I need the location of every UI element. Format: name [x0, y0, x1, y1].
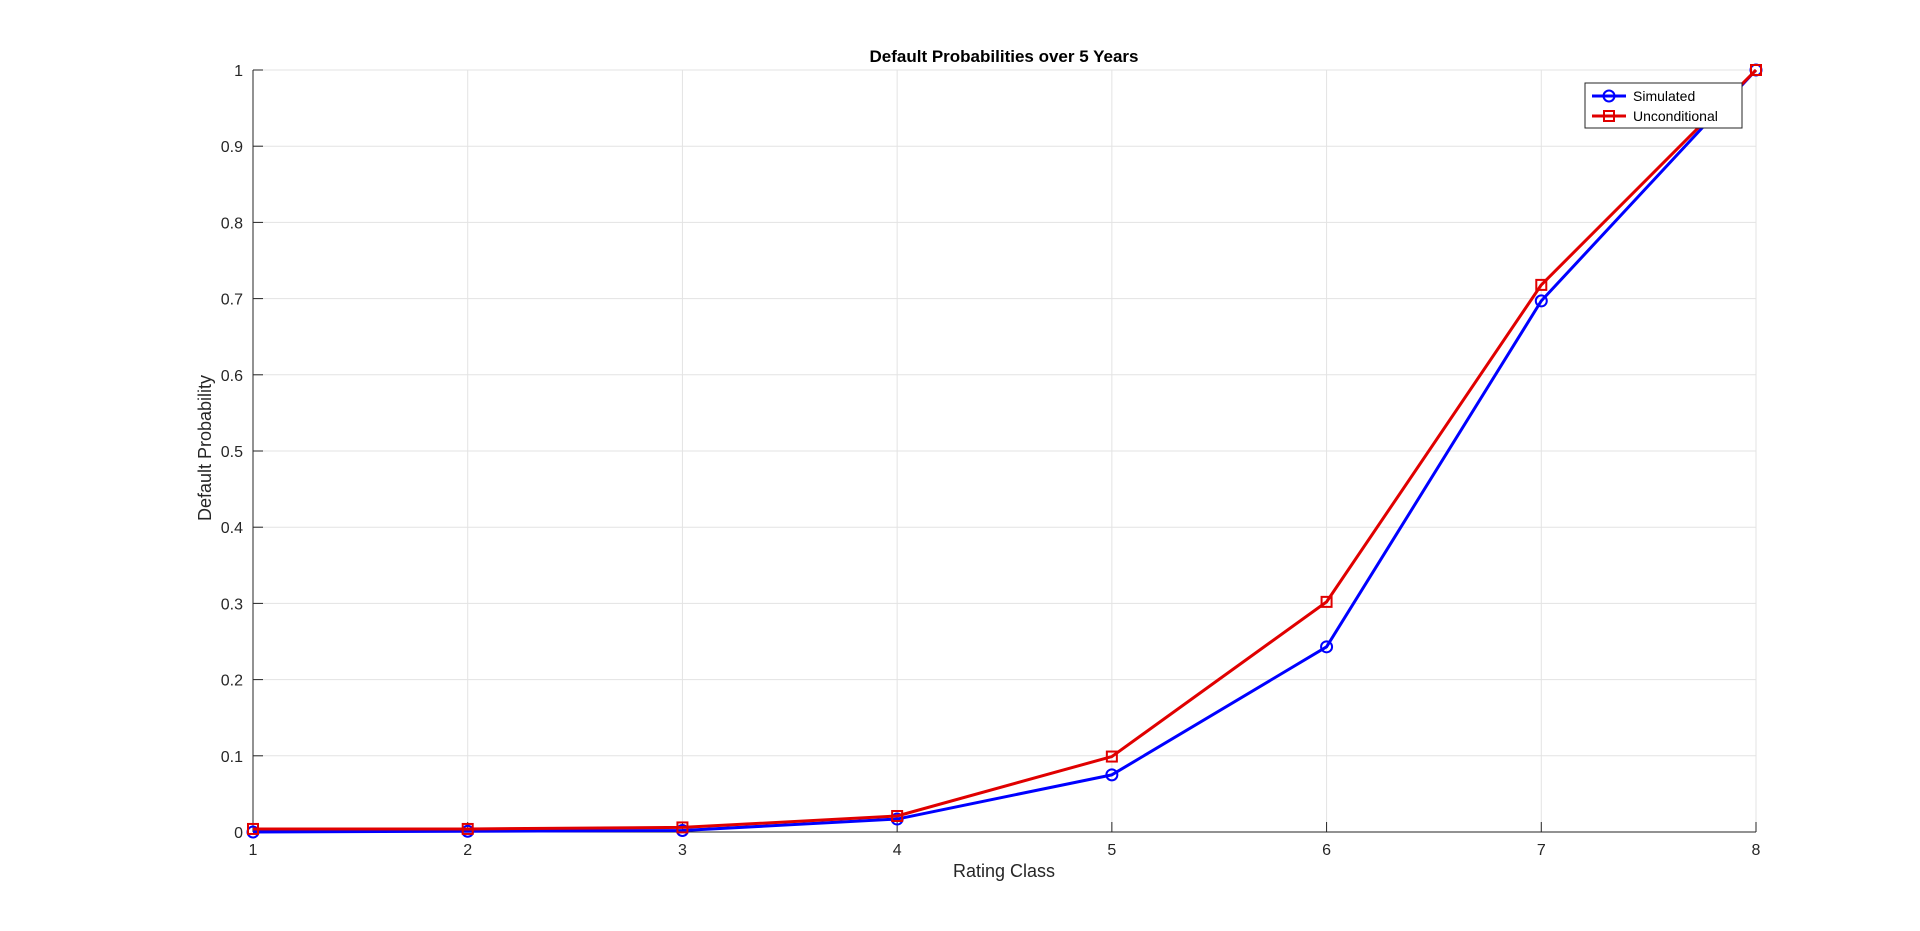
- y-tick-label: 0.1: [221, 749, 243, 766]
- series-unconditional: [247, 64, 1762, 835]
- simulated-point: [1320, 640, 1334, 654]
- y-tick-label: 0: [234, 825, 243, 842]
- unconditional-line: [253, 68, 1758, 831]
- unconditional-point: [676, 821, 689, 834]
- legend-label-simulated: Simulated: [1633, 88, 1695, 104]
- x-tick-label: 8: [1752, 842, 1761, 859]
- y-tick-label: 0.4: [221, 520, 243, 537]
- x-tick-label: 2: [463, 842, 472, 859]
- legend-marker-unconditional: [1603, 110, 1615, 122]
- unconditional-point: [461, 822, 474, 835]
- y-tick-label: 0.2: [221, 673, 243, 690]
- series-lines: [246, 63, 1763, 839]
- tick-labels: 1 2 3 4 5 6 7 8 0 0.1 0.2 0.3 0.4 0.5 0.6 0.7 0.8 0.9 1: [221, 63, 1761, 859]
- legend-label-unconditional: Unconditional: [1633, 108, 1718, 124]
- x-tick-label: 7: [1537, 842, 1546, 859]
- y-tick-label: 0.9: [221, 139, 243, 156]
- legend: Simulated Unconditional: [1584, 82, 1743, 129]
- simulated-point: [1105, 768, 1119, 782]
- unconditional-point: [247, 822, 259, 835]
- y-tick-label: 0.6: [221, 368, 243, 385]
- x-axis-label: Rating Class: [953, 861, 1055, 881]
- unconditional-point: [891, 809, 904, 822]
- chart-title: Default Probabilities over 5 Years: [870, 47, 1139, 66]
- x-tick-label: 6: [1322, 842, 1331, 859]
- y-axis-label: Default Probability: [195, 375, 215, 521]
- unconditional-point: [1105, 750, 1118, 763]
- legend-marker-simulated: [1602, 89, 1616, 103]
- y-tick-label: 0.5: [221, 444, 243, 461]
- y-tick-label: 0.3: [221, 596, 243, 613]
- unconditional-point: [1750, 64, 1762, 76]
- unconditional-point: [1535, 278, 1548, 291]
- x-tick-label: 4: [893, 842, 902, 859]
- y-tick-label: 1: [234, 63, 243, 80]
- y-tick-label: 0.8: [221, 215, 243, 232]
- simulated-point: [1534, 294, 1548, 308]
- x-tick-label: 5: [1107, 842, 1116, 859]
- y-tick-label: 0.7: [221, 292, 243, 309]
- grid-lines: [252, 69, 1757, 833]
- x-tick-label: 3: [678, 842, 687, 859]
- simulated-line: [252, 68, 1758, 834]
- unconditional-point: [1320, 595, 1333, 608]
- x-tick-label: 1: [249, 842, 258, 859]
